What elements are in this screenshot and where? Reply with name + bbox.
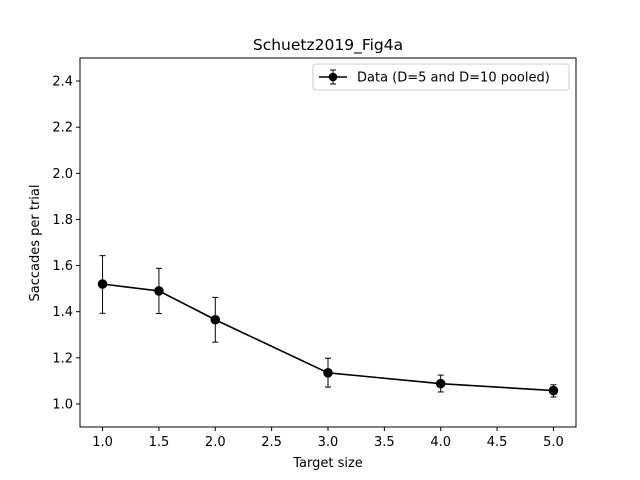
data-point — [210, 314, 221, 325]
x-tick-label: 1.0 — [92, 435, 113, 450]
y-tick-label: 2.2 — [52, 121, 73, 136]
legend-box — [312, 63, 570, 91]
y-tick-label: 1.6 — [52, 259, 73, 274]
y-tick-label: 2.4 — [52, 75, 73, 90]
x-tick-label: 2.5 — [261, 435, 282, 450]
y-tick-label: 1.8 — [52, 213, 73, 228]
y-axis-label: Saccades per trial — [28, 185, 43, 302]
x-axis-label: Target size — [292, 456, 363, 471]
data-point — [97, 279, 108, 289]
data-point — [435, 378, 446, 389]
data-point — [323, 368, 333, 378]
plot-frame — [79, 57, 577, 428]
series-layer — [97, 255, 559, 398]
legend: Data (D=5 and D=10 pooled) — [312, 63, 570, 91]
legend-label: Data (D=5 and D=10 pooled) — [357, 71, 550, 86]
y-axis: 1.0 1.2 1.4 1.6 1.8 2.0 2.2 2.4 — [52, 75, 80, 412]
x-tick-label: 3.5 — [374, 435, 395, 450]
y-tick-label: 2.0 — [52, 167, 73, 182]
x-tick-label: 4.5 — [487, 435, 508, 450]
legend-marker — [328, 72, 338, 82]
x-tick-label: 2.0 — [205, 435, 226, 450]
x-tick-label: 4.0 — [430, 435, 451, 450]
x-tick-label: 3.0 — [318, 435, 339, 450]
y-tick-label: 1.0 — [52, 397, 73, 412]
x-tick-label: 5.0 — [543, 435, 564, 450]
chart-title: Schuetz2019_Fig4a — [253, 36, 403, 55]
x-tick-label: 1.5 — [149, 435, 170, 450]
y-tick-label: 1.2 — [52, 351, 73, 366]
series-line — [102, 283, 554, 392]
data-point — [548, 385, 559, 396]
x-axis: 1.0 1.5 2.0 2.5 3.0 3.5 4.0 4.5 5.0 — [92, 427, 564, 450]
y-tick-label: 1.4 — [52, 305, 73, 320]
data-point — [154, 286, 164, 296]
